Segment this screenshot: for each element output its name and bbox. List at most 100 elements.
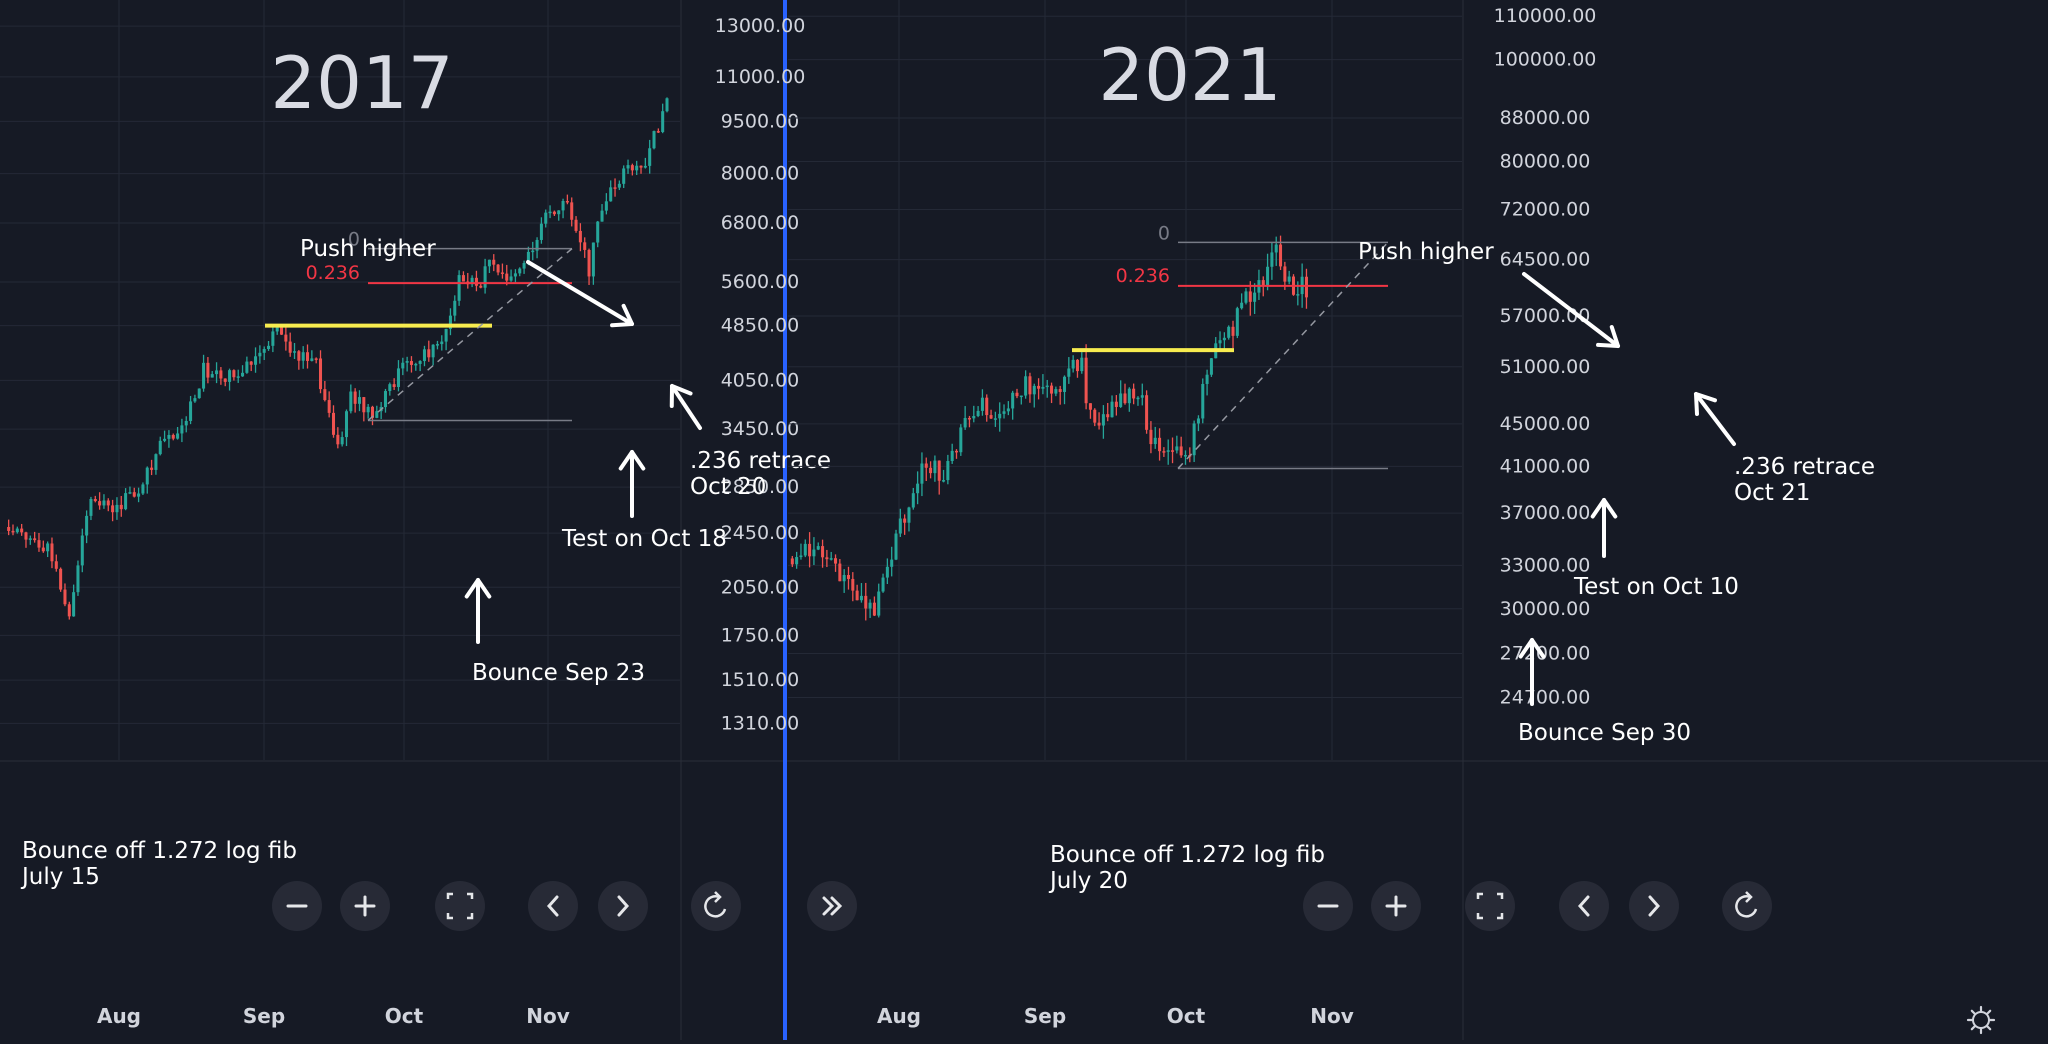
candle-body <box>435 344 439 346</box>
candle-body <box>1080 357 1084 372</box>
candle-body <box>72 592 76 617</box>
y-tick-label: 100000.00 <box>1494 49 1597 71</box>
candle-body <box>1209 358 1213 375</box>
candle-body <box>1183 455 1187 457</box>
candle-body <box>561 200 565 211</box>
candle-body <box>275 327 279 332</box>
candle-body <box>626 165 630 169</box>
candle-body <box>262 349 266 353</box>
y-tick-label: 13000.00 <box>715 15 806 37</box>
fullscreen-button[interactable] <box>1465 881 1515 931</box>
scroll-right-button[interactable] <box>1629 881 1679 931</box>
candle-body <box>37 540 41 548</box>
candles <box>790 235 1308 621</box>
candle-body <box>933 460 937 474</box>
candle-body <box>119 504 123 510</box>
candle-body <box>457 275 461 301</box>
control-circle <box>598 881 648 931</box>
annotation-bounce-sep: Bounce Sep 30 <box>1518 720 1691 746</box>
y-tick-label: 57000.00 <box>1500 305 1591 327</box>
candle-body <box>1071 359 1075 369</box>
candle-body <box>89 499 93 516</box>
reset-button[interactable] <box>691 881 741 931</box>
candle-body <box>894 533 898 560</box>
zoom-out-button[interactable] <box>272 881 322 931</box>
candle-body <box>293 351 297 353</box>
scroll-left-button[interactable] <box>1559 881 1609 931</box>
candle-body <box>1222 337 1226 341</box>
candle-body <box>15 528 19 533</box>
candle-body <box>816 546 820 550</box>
plus-icon <box>354 895 376 917</box>
candle-body <box>50 543 54 562</box>
x-tick-label: Sep <box>1024 1004 1066 1028</box>
candle-body <box>236 376 240 378</box>
y-tick-label: 5600.00 <box>721 271 800 293</box>
icon-stroke <box>467 913 474 920</box>
candle-body <box>1058 389 1062 392</box>
candle-body <box>1140 395 1144 398</box>
candle-body <box>591 242 595 277</box>
candle-body <box>427 349 431 358</box>
candle-body <box>54 561 58 569</box>
arrow-push-higher[interactable] <box>526 260 634 328</box>
candle-body <box>803 543 807 556</box>
candle-body <box>483 266 487 288</box>
candle-body <box>829 558 833 560</box>
trend-line[interactable] <box>367 248 573 422</box>
scroll-to-latest-button[interactable] <box>807 881 857 931</box>
candle-body <box>210 374 214 378</box>
candle-body <box>154 454 158 470</box>
arrow-retrace[interactable] <box>669 384 702 430</box>
candle-body <box>301 352 305 361</box>
arrow-test[interactable] <box>618 450 646 518</box>
icon-stroke <box>1986 1009 1992 1015</box>
candle-body <box>799 555 803 558</box>
candle-body <box>171 434 175 439</box>
zoom-out-button[interactable] <box>1303 881 1353 931</box>
candle-body <box>872 602 876 616</box>
candle-body <box>846 575 850 579</box>
zoom-in-button[interactable] <box>340 881 390 931</box>
reset-button[interactable] <box>1722 881 1772 931</box>
arrow-bounce-sep[interactable] <box>1518 638 1546 706</box>
candle-body <box>1270 252 1274 267</box>
fullscreen-button[interactable] <box>435 881 485 931</box>
icon-stroke <box>1497 913 1504 920</box>
candle-body <box>102 500 106 506</box>
candle-body <box>388 384 392 392</box>
y-tick-label: 11000.00 <box>715 66 806 88</box>
candle-body <box>20 528 24 533</box>
scroll-right-button[interactable] <box>598 881 648 931</box>
icon-stroke <box>1648 895 1661 917</box>
candle-body <box>479 285 483 288</box>
candle-body <box>518 268 522 274</box>
candle-body <box>1032 385 1036 395</box>
gear-icon[interactable] <box>1966 1005 1996 1035</box>
candle-body <box>1101 414 1105 426</box>
candle-body <box>128 492 132 494</box>
candle-body <box>280 327 284 335</box>
panel-divider[interactable] <box>783 0 787 1040</box>
y-tick-label: 9500.00 <box>721 110 800 132</box>
scroll-left-button[interactable] <box>528 881 578 931</box>
candle-body <box>821 546 825 558</box>
arrow-push-higher[interactable] <box>1522 272 1620 348</box>
candle-body <box>414 363 418 366</box>
arrow-bounce-sep[interactable] <box>464 578 492 644</box>
candle-body <box>635 165 639 171</box>
zoom-in-button[interactable] <box>1371 881 1421 931</box>
arrow-test[interactable] <box>1590 498 1618 558</box>
candle-body <box>1050 385 1054 394</box>
y-tick-label: 4850.00 <box>721 315 800 337</box>
candle-body <box>864 595 868 609</box>
chevron-left-icon <box>546 895 559 917</box>
arrow-retrace[interactable] <box>1694 392 1736 446</box>
candle-body <box>431 344 435 358</box>
candle-body <box>574 219 578 231</box>
candle-body <box>366 406 370 413</box>
candle-body <box>241 372 245 377</box>
candle-body <box>648 148 652 166</box>
candle-body <box>124 493 128 510</box>
